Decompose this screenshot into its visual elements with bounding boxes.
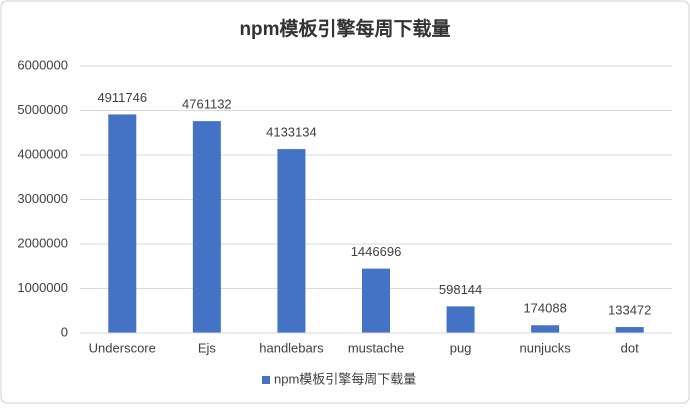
- x-tick-label: dot: [621, 340, 639, 355]
- x-tick-label: nunjucks: [519, 340, 571, 355]
- bar: [362, 268, 390, 333]
- data-label: 133472: [608, 302, 651, 317]
- data-label: 1446696: [351, 244, 402, 259]
- y-tick-label: 6000000: [17, 57, 68, 72]
- bar: [531, 325, 560, 333]
- y-tick-label: 1000000: [17, 280, 68, 295]
- x-tick-label: pug: [450, 340, 472, 355]
- data-label: 598144: [439, 282, 482, 297]
- x-tick-label: Ejs: [198, 340, 217, 355]
- bar: [108, 114, 137, 333]
- x-tick-label: handlebars: [259, 340, 324, 355]
- y-tick-label: 0: [61, 324, 68, 339]
- y-tick-label: 4000000: [17, 146, 68, 161]
- bar: [192, 121, 221, 333]
- bar: [277, 149, 306, 333]
- chart-title: npm模板引擎每周下载量: [239, 17, 450, 40]
- data-label: 174088: [523, 301, 566, 316]
- y-tick-label: 3000000: [17, 191, 68, 206]
- x-tick-label: Underscore: [89, 340, 156, 355]
- y-tick-label: 5000000: [17, 102, 68, 117]
- legend-label: npm模板引擎每周下载量: [274, 371, 416, 386]
- data-label: 4911746: [97, 90, 147, 105]
- x-tick-label: mustache: [348, 340, 404, 355]
- data-label: 4761132: [182, 97, 232, 112]
- bar: [615, 327, 644, 333]
- legend-swatch: [262, 376, 270, 384]
- bar: [446, 306, 475, 333]
- data-label: 4133134: [266, 125, 317, 140]
- y-tick-label: 2000000: [17, 235, 68, 250]
